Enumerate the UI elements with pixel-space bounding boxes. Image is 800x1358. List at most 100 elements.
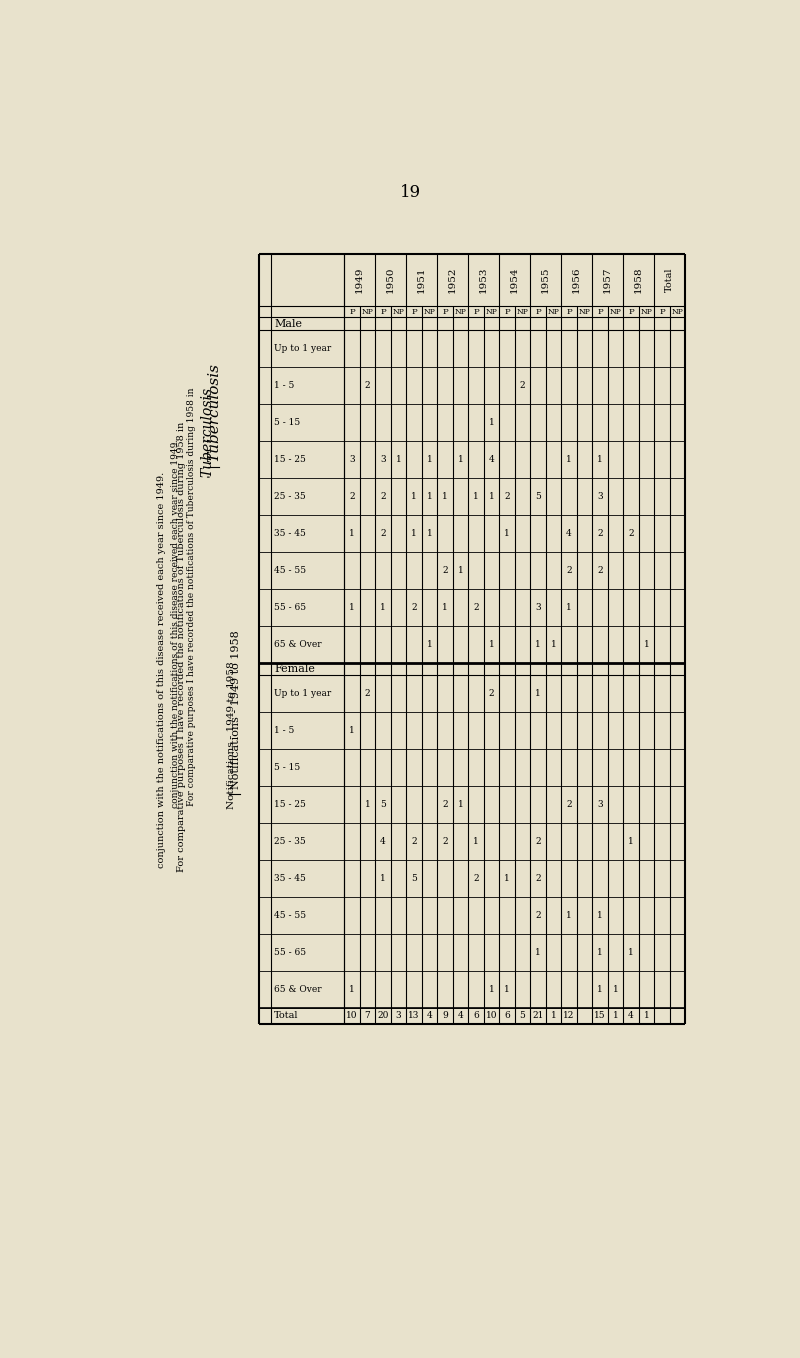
Text: 3: 3 bbox=[349, 455, 354, 464]
Text: 3: 3 bbox=[597, 800, 602, 809]
Text: 1: 1 bbox=[550, 640, 556, 649]
Text: NP: NP bbox=[610, 308, 622, 315]
Text: Notifications - 1949 to 1958: Notifications - 1949 to 1958 bbox=[227, 661, 236, 809]
Text: 2: 2 bbox=[597, 566, 602, 574]
Text: NP: NP bbox=[517, 308, 528, 315]
Text: 1: 1 bbox=[411, 492, 417, 501]
Text: 1: 1 bbox=[566, 911, 572, 919]
Text: NP: NP bbox=[641, 308, 652, 315]
Text: 4: 4 bbox=[380, 837, 386, 846]
Text: P: P bbox=[659, 308, 665, 315]
Text: 1: 1 bbox=[489, 985, 494, 994]
Text: 12: 12 bbox=[563, 1012, 574, 1020]
Text: 1: 1 bbox=[349, 985, 354, 994]
Text: P: P bbox=[380, 308, 386, 315]
Text: 15 - 25: 15 - 25 bbox=[274, 455, 306, 464]
Text: NP: NP bbox=[393, 308, 404, 315]
Text: P: P bbox=[597, 308, 602, 315]
Text: 10: 10 bbox=[346, 1012, 358, 1020]
Text: P: P bbox=[628, 308, 634, 315]
Text: 7: 7 bbox=[365, 1012, 370, 1020]
Text: 15: 15 bbox=[594, 1012, 606, 1020]
Text: 1: 1 bbox=[395, 455, 402, 464]
Text: 10: 10 bbox=[486, 1012, 497, 1020]
Text: 1: 1 bbox=[535, 640, 541, 649]
Text: 1: 1 bbox=[473, 837, 478, 846]
Text: 1957: 1957 bbox=[603, 266, 612, 293]
Text: 2: 2 bbox=[411, 603, 417, 611]
Text: 2: 2 bbox=[628, 528, 634, 538]
Text: 55 - 65: 55 - 65 bbox=[274, 948, 306, 957]
Text: Male: Male bbox=[274, 319, 302, 329]
Text: 3: 3 bbox=[395, 1012, 401, 1020]
Text: For comparative purposes I have recorded the notifications of Tuberculosis durin: For comparative purposes I have recorded… bbox=[187, 387, 196, 805]
Text: 1958: 1958 bbox=[634, 266, 643, 293]
Text: P: P bbox=[473, 308, 478, 315]
Text: Up to 1 year: Up to 1 year bbox=[274, 690, 331, 698]
Text: 1: 1 bbox=[365, 800, 370, 809]
Text: 1: 1 bbox=[380, 875, 386, 883]
Text: 2: 2 bbox=[442, 566, 448, 574]
Text: 1: 1 bbox=[442, 492, 448, 501]
Text: 21: 21 bbox=[532, 1012, 543, 1020]
Text: NP: NP bbox=[362, 308, 374, 315]
Text: 1: 1 bbox=[473, 492, 478, 501]
Text: 2: 2 bbox=[442, 837, 448, 846]
Text: 5: 5 bbox=[535, 492, 541, 501]
Text: 2: 2 bbox=[489, 690, 494, 698]
Text: 1: 1 bbox=[349, 727, 354, 735]
Text: Tuberculosis: Tuberculosis bbox=[200, 387, 214, 477]
Text: 19: 19 bbox=[399, 183, 421, 201]
Text: 1: 1 bbox=[426, 640, 432, 649]
Text: 2: 2 bbox=[473, 603, 478, 611]
Text: 1: 1 bbox=[535, 948, 541, 957]
Text: 1: 1 bbox=[380, 603, 386, 611]
Text: P: P bbox=[535, 308, 541, 315]
Text: 1: 1 bbox=[411, 528, 417, 538]
Text: 1952: 1952 bbox=[448, 266, 457, 293]
Text: NP: NP bbox=[671, 308, 683, 315]
Text: 5: 5 bbox=[411, 875, 417, 883]
Text: 6: 6 bbox=[473, 1012, 478, 1020]
Text: 1: 1 bbox=[489, 640, 494, 649]
Text: 2: 2 bbox=[519, 382, 525, 390]
Text: NP: NP bbox=[423, 308, 435, 315]
Text: 1: 1 bbox=[550, 1012, 556, 1020]
Text: 1: 1 bbox=[504, 875, 510, 883]
Text: 1949: 1949 bbox=[355, 266, 364, 293]
Text: 1: 1 bbox=[426, 492, 432, 501]
Text: Tuberculosis: Tuberculosis bbox=[208, 363, 222, 462]
Text: 1: 1 bbox=[535, 690, 541, 698]
Text: 35 - 45: 35 - 45 bbox=[274, 528, 306, 538]
Text: 2: 2 bbox=[349, 492, 354, 501]
Text: 1: 1 bbox=[349, 528, 354, 538]
Text: 3: 3 bbox=[380, 455, 386, 464]
Text: 65 & Over: 65 & Over bbox=[274, 640, 322, 649]
Text: Up to 1 year: Up to 1 year bbox=[274, 344, 331, 353]
Text: 2: 2 bbox=[380, 528, 386, 538]
Text: 1: 1 bbox=[442, 603, 448, 611]
Text: 2: 2 bbox=[535, 837, 541, 846]
Text: 4: 4 bbox=[566, 528, 572, 538]
Text: 2: 2 bbox=[535, 875, 541, 883]
Text: 1954: 1954 bbox=[510, 266, 519, 293]
Text: NP: NP bbox=[486, 308, 498, 315]
Text: NP: NP bbox=[454, 308, 466, 315]
Text: conjunction with the notifications of this disease received each year since 1949: conjunction with the notifications of th… bbox=[158, 471, 166, 868]
Text: 2: 2 bbox=[566, 800, 572, 809]
Text: 2: 2 bbox=[566, 566, 572, 574]
Text: 1: 1 bbox=[458, 566, 463, 574]
Text: 2: 2 bbox=[504, 492, 510, 501]
Text: P: P bbox=[566, 308, 572, 315]
Text: 1956: 1956 bbox=[572, 266, 581, 293]
Text: 5: 5 bbox=[380, 800, 386, 809]
Text: 65 & Over: 65 & Over bbox=[274, 985, 322, 994]
Text: 1: 1 bbox=[597, 455, 602, 464]
Text: 1: 1 bbox=[643, 640, 650, 649]
Text: 1: 1 bbox=[489, 492, 494, 501]
Text: 55 - 65: 55 - 65 bbox=[274, 603, 306, 611]
Text: NP: NP bbox=[547, 308, 559, 315]
Text: P: P bbox=[442, 308, 448, 315]
Text: 1: 1 bbox=[426, 455, 432, 464]
Text: 1950: 1950 bbox=[386, 266, 395, 293]
